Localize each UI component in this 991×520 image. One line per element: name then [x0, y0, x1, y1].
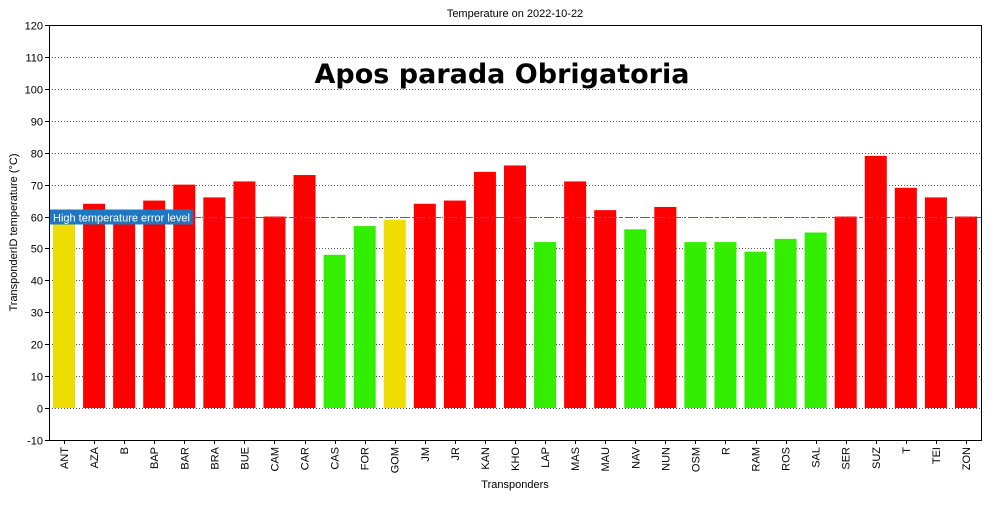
- bar-ros: [774, 238, 797, 409]
- x-tick-label: MAU: [600, 447, 612, 472]
- x-tick-label: BRA: [209, 446, 221, 469]
- y-tick-label: 40: [31, 276, 43, 288]
- bar-gom: [383, 219, 406, 409]
- bar-bue: [233, 181, 256, 409]
- x-tick-label: TEI: [931, 447, 943, 464]
- x-axis-label: Transponders: [481, 479, 549, 491]
- y-tick-label: 110: [25, 53, 43, 65]
- y-tick-label: 80: [31, 149, 43, 161]
- x-tick-label: MAS: [570, 447, 582, 471]
- bar-car: [293, 175, 316, 409]
- x-tick-label: JR: [450, 447, 462, 461]
- bar-bra: [203, 197, 226, 409]
- x-tick-label: R: [720, 447, 732, 455]
- y-tick-label: 100: [25, 85, 43, 97]
- bar-ram: [744, 251, 767, 409]
- x-tick-label: BAR: [179, 447, 191, 470]
- x-axis-ticks: ANT AZA B BAP BAR BRA BUE CAM CAR CAS FOR GOM JM JR KA…: [59, 440, 973, 473]
- x-tick-label: FOR: [360, 447, 372, 470]
- x-tick-label: CAM: [269, 447, 281, 471]
- x-tick-label: ANT: [59, 447, 71, 469]
- y-axis-label: TransponderID temperature (°C): [8, 153, 20, 311]
- x-tick-label: OSM: [690, 447, 702, 472]
- x-tick-label: GOM: [390, 447, 402, 473]
- bar-kho: [504, 165, 526, 409]
- x-tick-label: SAL: [811, 447, 823, 468]
- x-tick-label: NAV: [630, 446, 642, 468]
- x-tick-label: JM: [420, 447, 432, 462]
- bar-bar: [173, 184, 196, 409]
- high-temperature-error-label-background: [50, 209, 193, 225]
- bar-sal: [804, 232, 827, 409]
- x-tick-label: SUZ: [871, 447, 883, 469]
- x-tick-label: LAP: [540, 447, 552, 468]
- x-tick-label: CAS: [330, 447, 342, 470]
- x-tick-label: BAP: [149, 447, 161, 469]
- y-tick-label: 0: [37, 404, 43, 416]
- bar-for: [353, 226, 376, 409]
- chart-annotation: Apos parada Obrigatoria: [315, 59, 690, 90]
- bar-cas: [323, 254, 346, 409]
- x-tick-label: KAN: [480, 447, 492, 470]
- x-tick-label: T: [901, 447, 913, 454]
- y-tick-label: 50: [31, 244, 43, 256]
- bar-aza: [83, 203, 106, 409]
- x-tick-label: KHO: [510, 447, 522, 471]
- bar-t: [894, 187, 917, 409]
- x-tick-label: ZON: [961, 447, 973, 470]
- chart-title: Temperature on 2022-10-22: [447, 8, 583, 20]
- bar-tei: [924, 197, 947, 409]
- y-tick-label: 60: [31, 213, 43, 225]
- high-temperature-error-label: High temperature error level: [53, 213, 190, 225]
- bar-lap: [534, 242, 557, 409]
- y-tick-label: -10: [27, 436, 43, 448]
- bars: [53, 155, 977, 409]
- bar-nun: [654, 206, 677, 409]
- bar-osm: [684, 242, 707, 409]
- bar-jm: [413, 203, 436, 409]
- bar-zon: [954, 216, 977, 409]
- x-tick-label: AZA: [89, 446, 101, 468]
- bar-nav: [624, 229, 647, 409]
- bar-ser: [834, 216, 857, 409]
- bar-r: [714, 242, 737, 409]
- y-tick-label: 10: [31, 372, 43, 384]
- y-tick-label: 120: [25, 21, 43, 33]
- x-tick-label: RAM: [751, 447, 763, 471]
- x-tick-label: CAR: [300, 447, 312, 470]
- x-tick-label: NUN: [660, 447, 672, 471]
- bar-jr: [443, 200, 466, 409]
- bar-suz: [864, 155, 887, 409]
- y-tick-label: 90: [31, 117, 43, 129]
- y-tick-label: 70: [31, 181, 43, 193]
- bar-cam: [263, 216, 286, 409]
- bar-b: [113, 216, 136, 409]
- y-axis-ticks: -10 0 10 20 30 40 50 60 70 80 90 100 110 120: [25, 21, 49, 448]
- x-tick-label: BUE: [239, 447, 251, 470]
- x-tick-label: B: [119, 447, 131, 454]
- x-tick-label: ROS: [781, 447, 793, 471]
- bar-mas: [564, 181, 587, 409]
- bar-mau: [594, 210, 617, 409]
- y-tick-label: 30: [31, 308, 43, 320]
- bar-kan: [473, 171, 496, 409]
- bar-ant: [53, 219, 76, 409]
- x-tick-label: SER: [841, 447, 853, 470]
- y-tick-label: 20: [31, 340, 43, 352]
- bar-bap: [143, 200, 166, 409]
